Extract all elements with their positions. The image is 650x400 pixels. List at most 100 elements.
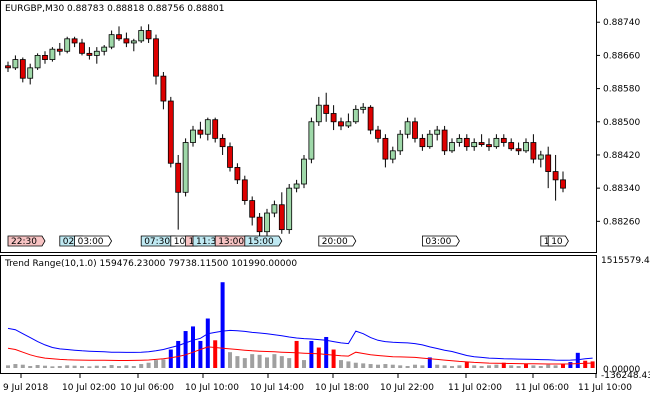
candle-body-up (49, 48, 56, 60)
candle (145, 24, 152, 43)
candle-body-down (86, 52, 93, 56)
session-text: 13:00 (218, 237, 244, 247)
candle-body-down (508, 142, 515, 150)
candle-body-up (34, 55, 41, 69)
candle-body-down (478, 142, 485, 145)
red-band-line (7, 346, 593, 365)
candle (64, 36, 71, 54)
histogram-bar-gray (413, 364, 417, 368)
histogram-bar-gray (146, 362, 151, 368)
candle (515, 142, 522, 155)
candle (212, 117, 219, 143)
candle-body-up (345, 121, 352, 127)
histogram-bar-red (583, 360, 588, 368)
candle-body-down (500, 137, 507, 143)
candle (382, 134, 389, 168)
session-label: 03:00 (422, 235, 460, 247)
candle (301, 154, 307, 189)
candle (71, 36, 78, 48)
histogram-bar-gray (257, 354, 262, 368)
price-axis: 0.88740 0.88660 0.88580 0.88500 0.88420 0.883… (596, 18, 640, 227)
candle (537, 150, 544, 168)
candle-body-down (375, 129, 381, 139)
candle (278, 192, 285, 234)
histogram-bar-gray (531, 365, 536, 368)
time-label: 10 Jul 18:00 (315, 383, 369, 393)
session-label: 10 (547, 235, 569, 247)
time-label: 10 Jul 06:00 (120, 383, 174, 393)
histogram-bar-blue (324, 336, 329, 368)
histogram-bar-gray (13, 364, 18, 368)
histogram-bar-gray (538, 366, 543, 368)
candle-body-down (145, 30, 152, 40)
candle-body-down (56, 48, 63, 52)
candle (367, 105, 374, 135)
histogram-bar-gray (109, 365, 114, 368)
histogram-bar-blue (205, 318, 210, 368)
time-label: 10 Jul 02:00 (62, 383, 116, 393)
session-text: 15:00 (248, 237, 274, 247)
candle (138, 26, 145, 43)
candle-body-up (523, 142, 529, 152)
candle-body-down (330, 113, 337, 123)
candle (389, 146, 396, 164)
candle-body-down (515, 148, 522, 152)
session-text: 02: (63, 237, 77, 247)
histogram-bar-blue (568, 362, 573, 368)
session-text: 1 (189, 237, 195, 247)
histogram-bar-blue (183, 331, 188, 368)
histogram-bar-red (464, 362, 469, 368)
histogram-bar-gray (368, 364, 373, 368)
candle (352, 105, 359, 124)
candle-body-up (190, 129, 196, 143)
candle-body-up (315, 104, 322, 123)
indicator-axis-zero: 0.00000 (603, 365, 640, 375)
histogram-bar-blue (575, 352, 580, 368)
candle-body-down (530, 142, 537, 160)
candle (182, 138, 189, 197)
histogram-bar-gray (339, 360, 343, 368)
candle (486, 138, 492, 151)
candle (79, 38, 85, 56)
candle (308, 117, 315, 164)
histogram-bar-gray (265, 357, 269, 368)
candle (523, 138, 529, 153)
candle-body-up (93, 50, 100, 56)
session-tag (318, 235, 357, 247)
candle-body-down (419, 137, 426, 148)
histogram-bar-red (590, 361, 595, 368)
candle-body-up (138, 30, 145, 42)
candle (426, 130, 433, 149)
histogram-bar-gray (487, 365, 491, 368)
histogram-bar-gray (383, 364, 388, 368)
candle (49, 47, 56, 62)
time-label: 9 Jul 2018 (3, 383, 48, 393)
candle-body-up (352, 108, 359, 123)
candle (256, 213, 263, 238)
time-label: 10 Jul 10:00 (185, 383, 239, 393)
session-text: 07:30 (144, 237, 170, 247)
candle (419, 134, 426, 151)
candle (19, 57, 26, 83)
session-label: 15:00 (244, 235, 283, 247)
candle-body-down (227, 146, 233, 168)
histogram-bar-gray (50, 366, 55, 368)
histogram-bar-gray (346, 361, 351, 368)
candle (271, 200, 278, 218)
candle (56, 42, 63, 56)
session-tag (7, 235, 46, 247)
candle (471, 138, 478, 151)
candle (160, 72, 167, 110)
candle (508, 138, 515, 151)
candle-body-down (382, 137, 389, 160)
histogram-bar-red (294, 340, 299, 368)
candle (153, 34, 159, 85)
candle (375, 125, 381, 143)
candle (5, 61, 11, 72)
candle-body-up (404, 121, 411, 135)
histogram-bar-gray (398, 365, 403, 368)
candle (101, 45, 108, 56)
time-label: 11 Jul 06:00 (515, 383, 569, 393)
